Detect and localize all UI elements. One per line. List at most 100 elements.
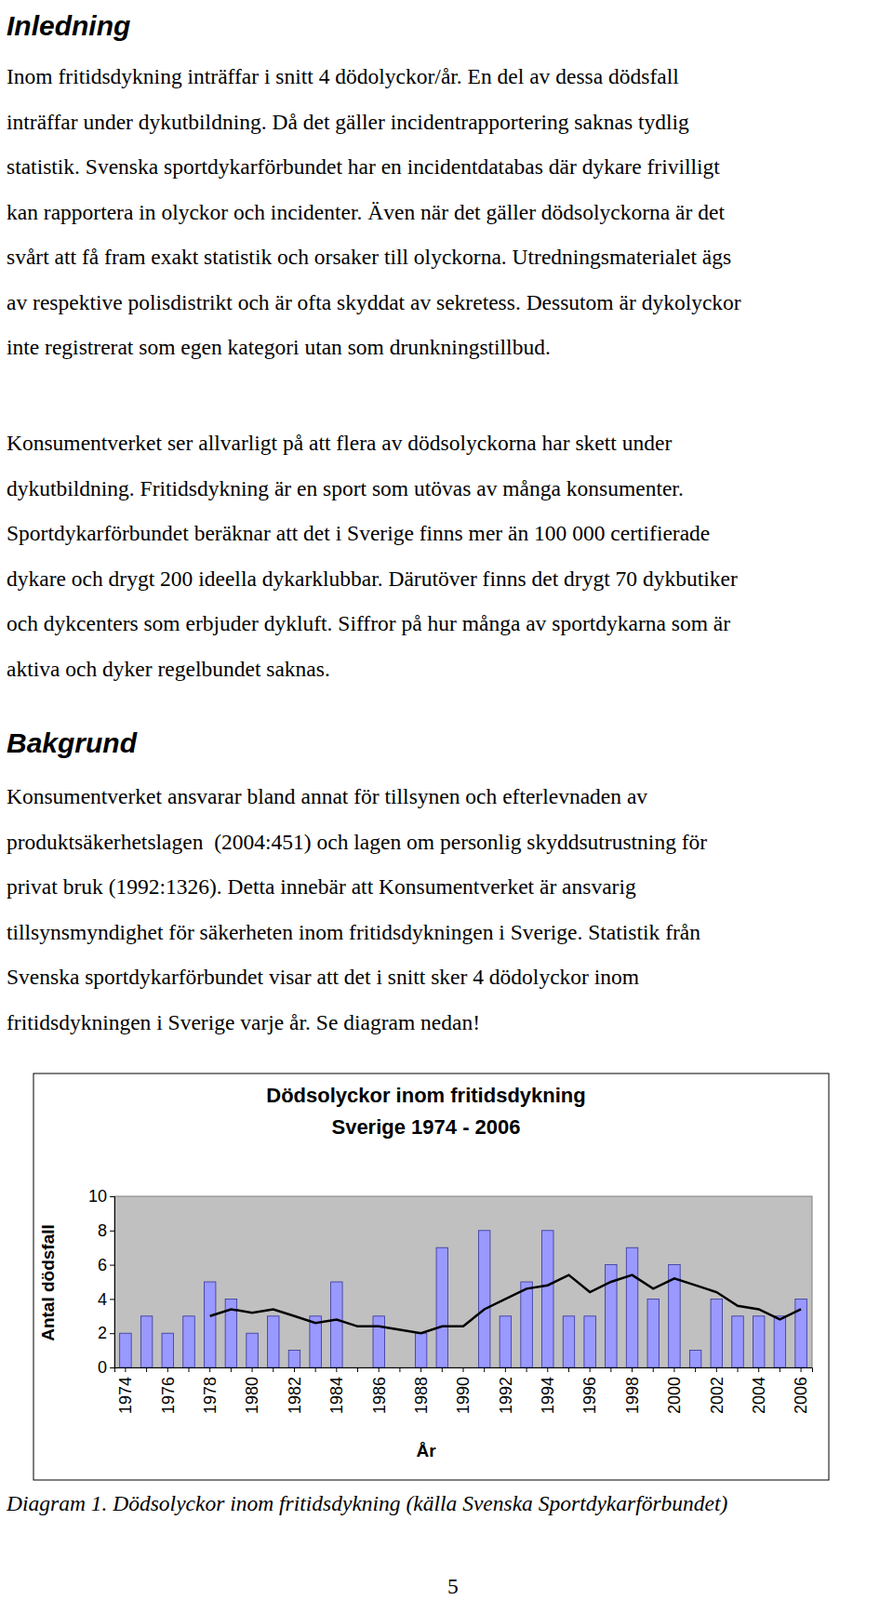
paragraph-line: och dykcenters som erbjuder dykluft. Sif…	[6, 600, 738, 647]
bar	[710, 1298, 722, 1368]
x-tick	[315, 1367, 317, 1373]
x-tick-mark	[546, 1367, 548, 1373]
chart-title-line: Dödsolyckor inom fritidsdykning	[266, 1083, 586, 1107]
x-tick	[737, 1367, 739, 1373]
x-tick	[610, 1367, 612, 1373]
x-tick: 2006	[791, 1367, 811, 1414]
x-tick	[653, 1367, 654, 1373]
paragraph-line: privat bruk (1992:1326). Detta innebär a…	[6, 864, 707, 910]
x-tick	[357, 1367, 359, 1373]
x-tick	[779, 1367, 781, 1373]
paragraph-line: inträffar under dykutbildning. Då det gä…	[6, 99, 742, 146]
y-axis-line	[109, 1197, 116, 1369]
x-tick: 1984	[327, 1367, 347, 1414]
x-tick-mark	[631, 1367, 633, 1373]
x-tick-mark	[272, 1367, 274, 1373]
x-tick-label: 1998	[623, 1376, 642, 1414]
page-number: 5	[447, 1573, 459, 1600]
paragraph-line: dykare och drygt 200 ideella dykarklubba…	[6, 556, 738, 602]
x-tick-mark	[758, 1367, 760, 1373]
bar	[436, 1247, 448, 1368]
x-tick: 1996	[580, 1367, 600, 1414]
x-tick	[441, 1367, 443, 1373]
bar	[457, 1367, 469, 1369]
paragraph: Konsumentverket ser allvarligt på att fl…	[6, 420, 738, 692]
x-tick-mark	[673, 1367, 675, 1373]
y-tick-label: 4	[97, 1290, 107, 1309]
x-tick-mark	[167, 1367, 169, 1373]
bar	[689, 1350, 701, 1368]
y-axis: 0 2 4 6 8 10	[88, 1186, 116, 1377]
x-tick: 1982	[285, 1367, 305, 1414]
x-tick	[568, 1367, 570, 1373]
x-tick	[272, 1367, 274, 1373]
x-tick-label: 1988	[412, 1376, 431, 1414]
bar	[203, 1281, 215, 1368]
bar	[752, 1316, 764, 1368]
x-tick: 1992	[496, 1367, 516, 1414]
x-tick-mark	[526, 1367, 528, 1373]
x-tick	[483, 1367, 485, 1373]
x-tick-mark	[335, 1367, 337, 1373]
x-tick-mark	[737, 1367, 739, 1373]
x-axis: 1974197619781980198219841986198819901992…	[115, 1367, 814, 1414]
figure-caption: Diagram 1. Dödsolyckor inom fritidsdykni…	[6, 1489, 728, 1518]
x-axis-line	[115, 1368, 814, 1373]
y-tick-label: 10	[88, 1186, 107, 1206]
y-tick: 6	[97, 1255, 115, 1275]
x-tick-label: 1994	[538, 1376, 558, 1414]
bar	[414, 1332, 427, 1368]
bar	[732, 1316, 744, 1368]
paragraph-line: produktsäkerhetslagen (2004:451) och lag…	[6, 819, 707, 866]
bar	[161, 1332, 174, 1368]
y-tick: 8	[97, 1221, 115, 1240]
paragraph-line: Konsumentverket ansvarar bland annat för…	[6, 773, 707, 820]
x-tick-mark	[293, 1367, 295, 1373]
y-tick: 10	[88, 1186, 115, 1206]
paragraph: Inom fritidsdykning inträffar i snitt 4 …	[6, 53, 742, 371]
x-tick	[526, 1367, 528, 1373]
x-tick-mark	[146, 1367, 147, 1373]
bar	[288, 1350, 300, 1368]
x-tick-mark	[483, 1367, 485, 1373]
paragraph: Konsumentverket ansvarar bland annat för…	[6, 773, 707, 1045]
x-tick-label: 2000	[665, 1376, 684, 1414]
x-tick-mark	[589, 1367, 591, 1373]
y-tick-mark	[109, 1196, 115, 1198]
x-tick-mark	[209, 1367, 211, 1373]
bar	[478, 1230, 490, 1368]
y-tick-mark	[109, 1298, 115, 1300]
y-tick-label: 2	[97, 1323, 107, 1343]
bar	[562, 1316, 574, 1368]
paragraph-line: fritidsdykningen i Sverige varje år. Se …	[6, 999, 707, 1046]
x-tick	[230, 1367, 232, 1373]
y-axis-title: Antal dödsfall	[38, 1224, 58, 1342]
paragraph-line: av respektive polisdistrikt och är ofta …	[6, 279, 742, 326]
paragraph-line: statistik. Svenska sportdykarförbundet h…	[6, 144, 742, 190]
bar	[373, 1316, 385, 1368]
x-tick: 1980	[242, 1367, 262, 1414]
x-tick: 1994	[538, 1367, 558, 1414]
plot-area	[114, 1196, 813, 1368]
bar	[351, 1367, 363, 1369]
x-tick-label: 1982	[285, 1376, 305, 1414]
x-tick-label: 1978	[200, 1376, 220, 1414]
x-tick-mark	[653, 1367, 654, 1373]
moving-average-line	[210, 1275, 801, 1334]
x-tick-mark	[505, 1367, 507, 1373]
y-tick: 0	[97, 1358, 115, 1377]
section-heading: Bakgrund	[6, 720, 137, 766]
x-tick-mark	[315, 1367, 317, 1373]
chart-title-line: Sverige 1974 - 2006	[331, 1115, 520, 1139]
chart-frame	[33, 1073, 829, 1480]
x-tick-mark	[568, 1367, 570, 1373]
y-tick-mark	[109, 1230, 115, 1232]
y-tick-mark	[109, 1265, 115, 1267]
bar	[773, 1316, 786, 1368]
x-tick-mark	[399, 1367, 400, 1373]
paragraph-line: dykutbildning. Fritidsdykning är en spor…	[6, 466, 738, 512]
bar	[499, 1316, 511, 1368]
x-tick-label: 2006	[791, 1376, 811, 1414]
x-tick: 1990	[453, 1367, 473, 1414]
y-tick: 4	[97, 1290, 115, 1309]
